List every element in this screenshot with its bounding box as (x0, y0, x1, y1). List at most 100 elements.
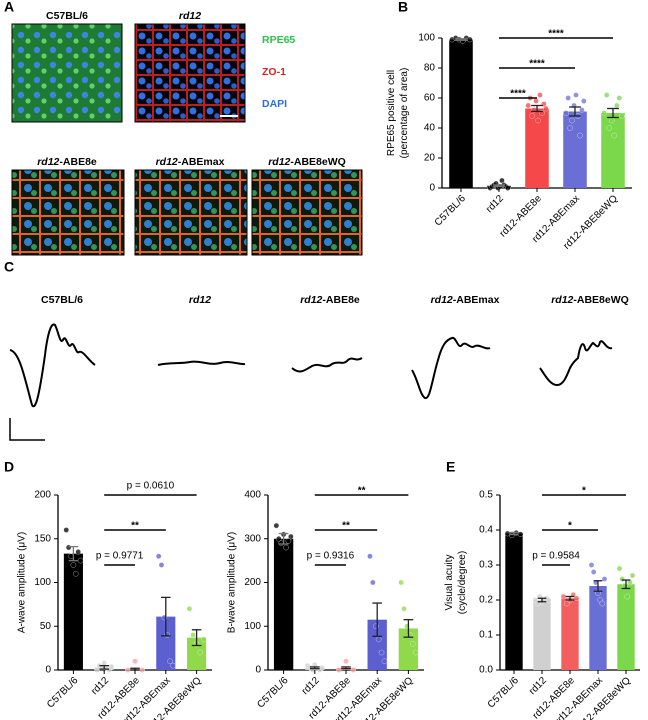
data-point (603, 92, 610, 98)
data-point (75, 549, 81, 555)
y-axis-label: (cycle/degree) (457, 551, 468, 614)
label-plain: -ABEmax (453, 294, 500, 306)
label-italic: rd12 (37, 156, 59, 168)
x-tick-label: C57BL/6 (45, 675, 81, 711)
sample-label: C57BL/6 (46, 10, 88, 22)
data-point (412, 649, 419, 656)
y-tick-label: 0.5 (479, 490, 493, 501)
data-point (381, 658, 388, 665)
y-tick-label: 0.3 (479, 560, 493, 571)
y-tick-label: 60 (424, 93, 436, 104)
error-bar (191, 629, 202, 647)
data-point (613, 102, 620, 109)
error-bar (621, 579, 631, 590)
data-point (545, 597, 552, 603)
sig-label: * (568, 521, 572, 532)
sig-label: **** (529, 59, 545, 70)
data-point (108, 663, 115, 670)
y-tick-label: 0 (255, 665, 261, 676)
data-point (350, 667, 357, 673)
bar (617, 584, 635, 670)
y-tick-label: 0.0 (479, 665, 493, 676)
sample-label: rd12-ABE8e (300, 294, 360, 306)
y-axis-label: RPE65 positive cell (386, 70, 397, 156)
sample-label: rd12-ABEmax (431, 294, 500, 306)
label-italic: rd12 (431, 294, 453, 306)
sig-label: p = 0.9771 (96, 551, 144, 562)
erg-trace (291, 357, 363, 373)
y-tick-label: 50 (40, 621, 52, 632)
data-point (535, 117, 541, 124)
bar (561, 598, 579, 670)
data-point (125, 667, 131, 673)
data-point (563, 110, 569, 116)
sig-label: p = 0.9584 (532, 551, 580, 562)
data-point (590, 569, 597, 575)
bar (505, 533, 523, 670)
sig-label: * (582, 486, 586, 497)
x-tick-label: rd12 (300, 675, 322, 697)
data-point (599, 600, 606, 607)
bar (449, 39, 473, 188)
data-point (170, 662, 176, 669)
data-point (401, 605, 407, 612)
error-bar (403, 619, 414, 638)
sig-label: **** (510, 89, 526, 100)
x-tick-label: C57BL/6 (255, 675, 291, 711)
data-point (139, 667, 145, 673)
data-point (288, 533, 294, 540)
data-point (70, 562, 77, 568)
data-point (543, 105, 549, 112)
error-bar (537, 597, 547, 603)
data-point (616, 95, 623, 101)
sig-label: ** (358, 486, 366, 497)
sig-label: ** (131, 521, 139, 532)
data-point (573, 92, 579, 98)
data-point (375, 636, 382, 643)
data-point (275, 535, 282, 542)
bar (533, 600, 551, 670)
error-bar (569, 106, 581, 117)
y-tick-label: 0.1 (479, 630, 493, 641)
data-point (619, 576, 625, 582)
data-point (565, 95, 571, 101)
data-point (72, 570, 79, 577)
label-italic: rd12 (179, 10, 201, 22)
data-point (579, 107, 585, 113)
sample-label: rd12 (179, 10, 201, 22)
sample-label: rd12-ABE8eWQ (268, 156, 346, 168)
y-tick-label: 100 (418, 33, 435, 44)
data-point (606, 125, 613, 131)
bar (273, 538, 294, 670)
x-tick-label: C57BL/6 (433, 193, 469, 229)
data-point (611, 132, 618, 139)
y-tick-label: 400 (244, 490, 261, 501)
error-bar (531, 104, 543, 113)
bar (589, 586, 607, 670)
data-point (601, 110, 607, 116)
data-point (63, 527, 70, 533)
error-bar (493, 184, 505, 188)
error-bar (68, 545, 79, 562)
error-bar (565, 595, 575, 601)
label-italic: rd12 (156, 156, 178, 168)
bar (63, 553, 83, 670)
sig-label: p = 0.0610 (127, 481, 175, 492)
x-tick-label: rd12 (527, 675, 549, 697)
sample-label: rd12-ABE8eWQ (551, 294, 629, 306)
data-point (94, 667, 100, 673)
data-point (567, 125, 573, 131)
data-point (101, 660, 107, 666)
y-tick-label: 150 (34, 533, 51, 544)
panel-label: A (4, 0, 14, 15)
y-tick-label: 300 (244, 533, 261, 544)
erg-trace (411, 336, 491, 399)
label-plain: -ABE8eWQ (290, 156, 345, 168)
label-plain: -ABE8e (322, 294, 360, 306)
sample-label: C57BL/6 (41, 294, 83, 306)
sample-label: rd12-ABEmax (156, 156, 225, 168)
data-point (343, 658, 349, 665)
y-tick-label: 0.4 (479, 525, 493, 536)
y-tick-label: 100 (34, 577, 51, 588)
sig-label: ** (342, 521, 350, 532)
